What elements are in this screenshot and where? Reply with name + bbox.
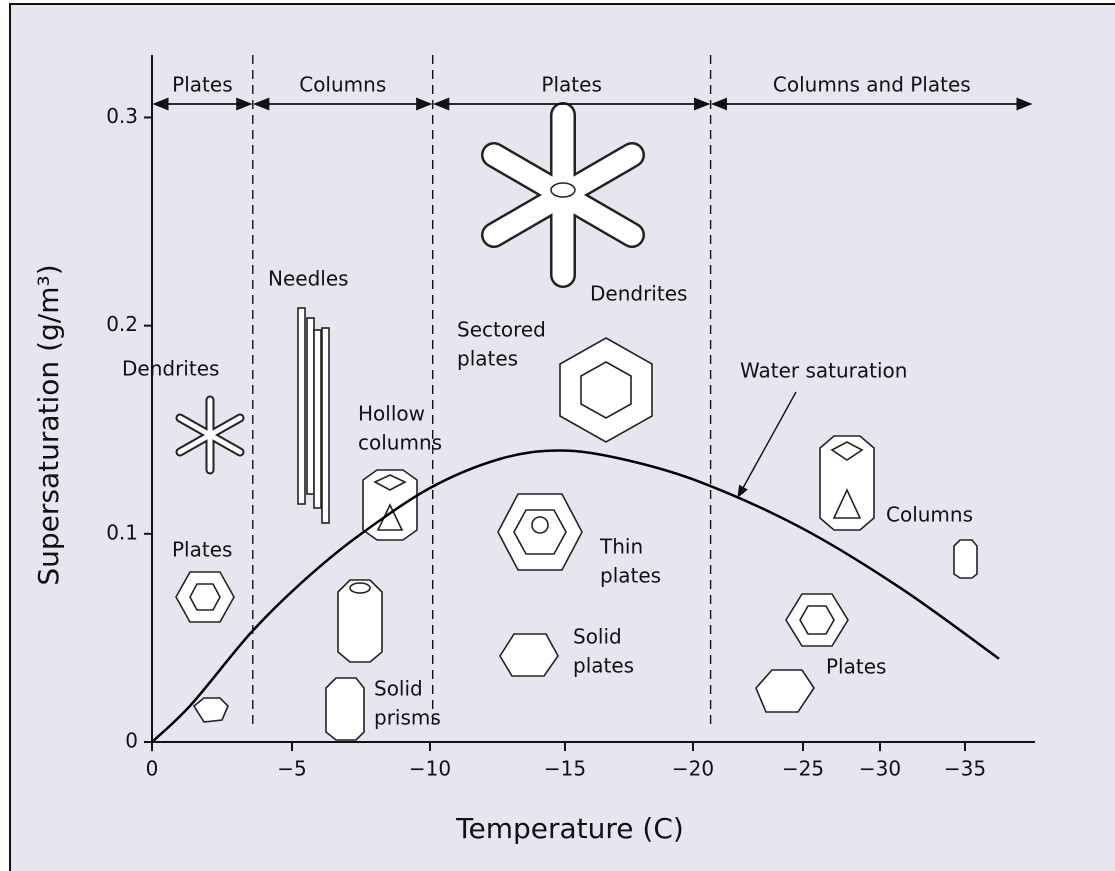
crystal-label: columns (358, 431, 442, 455)
crystal-label: Solid (374, 677, 423, 701)
region-label: Columns and Plates (773, 73, 971, 97)
x-tick-label: −30 (859, 757, 901, 781)
crystal-label: Needles (268, 267, 349, 291)
x-tick-label: −5 (277, 757, 306, 781)
crystal-label: Sectored (457, 318, 546, 342)
y-tick-label: 0.3 (106, 104, 138, 128)
crystal-label: Dendrites (590, 282, 687, 306)
x-tick-label: 0 (146, 757, 159, 781)
x-tick-label: −35 (944, 757, 986, 781)
y-tick-label: 0.1 (106, 520, 138, 544)
x-tick-label: −15 (544, 757, 586, 781)
saturation-curve (151, 449, 1000, 743)
region-label: Plates (541, 73, 601, 97)
crystal-label: Plates (172, 538, 232, 562)
y-tick-label: 0.2 (106, 312, 138, 336)
crystal-label: Columns (886, 503, 973, 527)
x-tick-label: −25 (782, 757, 824, 781)
x-axis-label: Temperature (C) (455, 812, 684, 845)
region-label: Columns (299, 73, 386, 97)
y-axis-label: Supersaturation (g/m³) (32, 264, 65, 585)
crystal-icons (175, 102, 978, 741)
x-tick-label: −20 (672, 757, 714, 781)
curve-pointer (737, 391, 797, 499)
curve-label: Water saturation (740, 359, 907, 383)
crystal-label: Solid (573, 625, 622, 649)
crystal-label: plates (457, 347, 518, 371)
crystal-label: plates (573, 654, 634, 678)
region-label: Plates (172, 73, 232, 97)
crystal-label: prisms (374, 706, 441, 730)
crystal-label: Thin (599, 535, 643, 559)
crystal-label: plates (600, 564, 661, 588)
y-tick-label: 0 (125, 729, 138, 753)
crystal-label: Plates (826, 655, 886, 679)
x-tick-label: −10 (409, 757, 451, 781)
crystal-label: Dendrites (122, 357, 219, 381)
crystal-label: Hollow (358, 402, 425, 426)
